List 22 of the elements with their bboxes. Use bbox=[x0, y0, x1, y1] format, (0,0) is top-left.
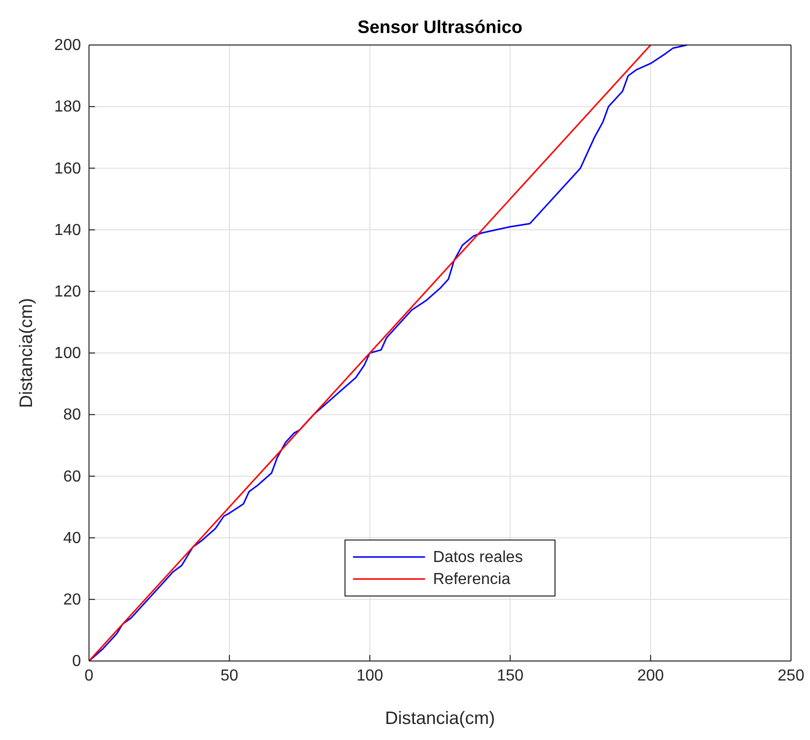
chart-title: Sensor Ultrasónico bbox=[357, 17, 523, 37]
y-tick-label: 20 bbox=[63, 592, 82, 609]
x-tick-label: 250 bbox=[778, 667, 804, 684]
y-axis-title: Distancia(cm) bbox=[16, 298, 36, 408]
x-tick-label: 200 bbox=[637, 667, 664, 684]
x-tick-label: 50 bbox=[220, 667, 238, 684]
y-tick-label: 200 bbox=[54, 37, 82, 54]
y-tick-label: 140 bbox=[54, 222, 82, 239]
x-axis-title: Distancia(cm) bbox=[384, 708, 496, 728]
x-tick-label: 100 bbox=[356, 667, 384, 684]
y-tick-label: 0 bbox=[72, 653, 82, 670]
y-tick-label: 80 bbox=[63, 406, 82, 424]
legend-label: Referencia bbox=[433, 571, 510, 588]
y-tick-label: 60 bbox=[63, 468, 82, 486]
x-tick-label: 0 bbox=[84, 667, 94, 684]
y-tick-label: 40 bbox=[63, 530, 82, 547]
y-tick-label: 180 bbox=[54, 98, 82, 116]
legend-label: Datos reales bbox=[433, 549, 523, 566]
x-tick-label: 150 bbox=[496, 667, 524, 684]
y-tick-label: 100 bbox=[54, 345, 82, 362]
y-tick-label: 160 bbox=[54, 160, 82, 178]
y-tick-label: 120 bbox=[54, 284, 82, 301]
